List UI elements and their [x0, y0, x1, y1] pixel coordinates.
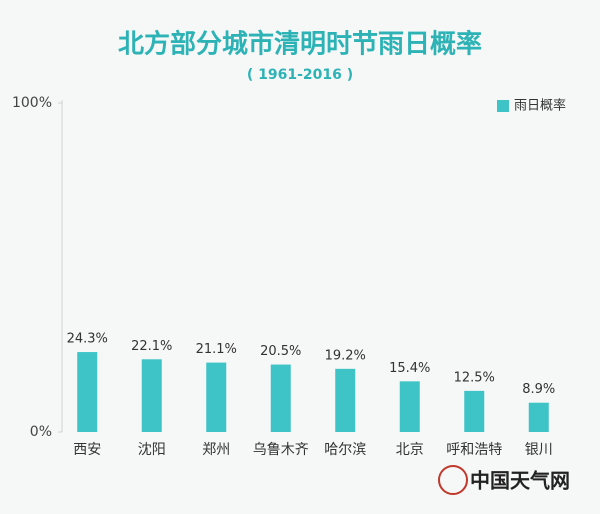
- x-tick-label: 北京: [396, 442, 424, 458]
- chart-title: 北方部分城市清明时节雨日概率: [118, 29, 482, 60]
- bar: [141, 359, 162, 432]
- value-label: 21.1%: [196, 342, 237, 357]
- value-label: 19.2%: [325, 348, 366, 363]
- value-label: 12.5%: [454, 370, 495, 385]
- x-tick-label: 哈尔滨: [324, 442, 366, 458]
- value-label: 15.4%: [389, 361, 430, 376]
- logo-icon: [438, 465, 468, 495]
- x-tick-label: 乌鲁木齐: [253, 442, 309, 458]
- x-tick-label: 沈阳: [138, 442, 166, 458]
- bar: [399, 381, 420, 432]
- value-label: 8.9%: [522, 382, 555, 397]
- x-tick-label: 郑州: [202, 442, 230, 458]
- x-tick-label: 呼和浩特: [446, 442, 502, 458]
- bar: [464, 390, 485, 432]
- value-label: 20.5%: [260, 344, 301, 359]
- bar: [77, 352, 98, 432]
- source-logo: 中国天气网: [470, 469, 570, 493]
- bar: [528, 402, 549, 432]
- legend-label: 雨日概率: [514, 98, 566, 114]
- bar: [270, 364, 291, 432]
- x-tick-label: 银川: [525, 442, 553, 458]
- bar: [206, 362, 227, 432]
- y-tick-label: 0%: [30, 424, 52, 440]
- y-tick-label: 100%: [12, 95, 52, 111]
- x-tick-label: 西安: [73, 442, 101, 458]
- legend-swatch: [497, 100, 509, 112]
- bar: [335, 368, 356, 432]
- value-label: 24.3%: [67, 332, 108, 347]
- value-label: 22.1%: [131, 339, 172, 354]
- chart-subtitle: ( 1961-2016 ): [247, 67, 353, 83]
